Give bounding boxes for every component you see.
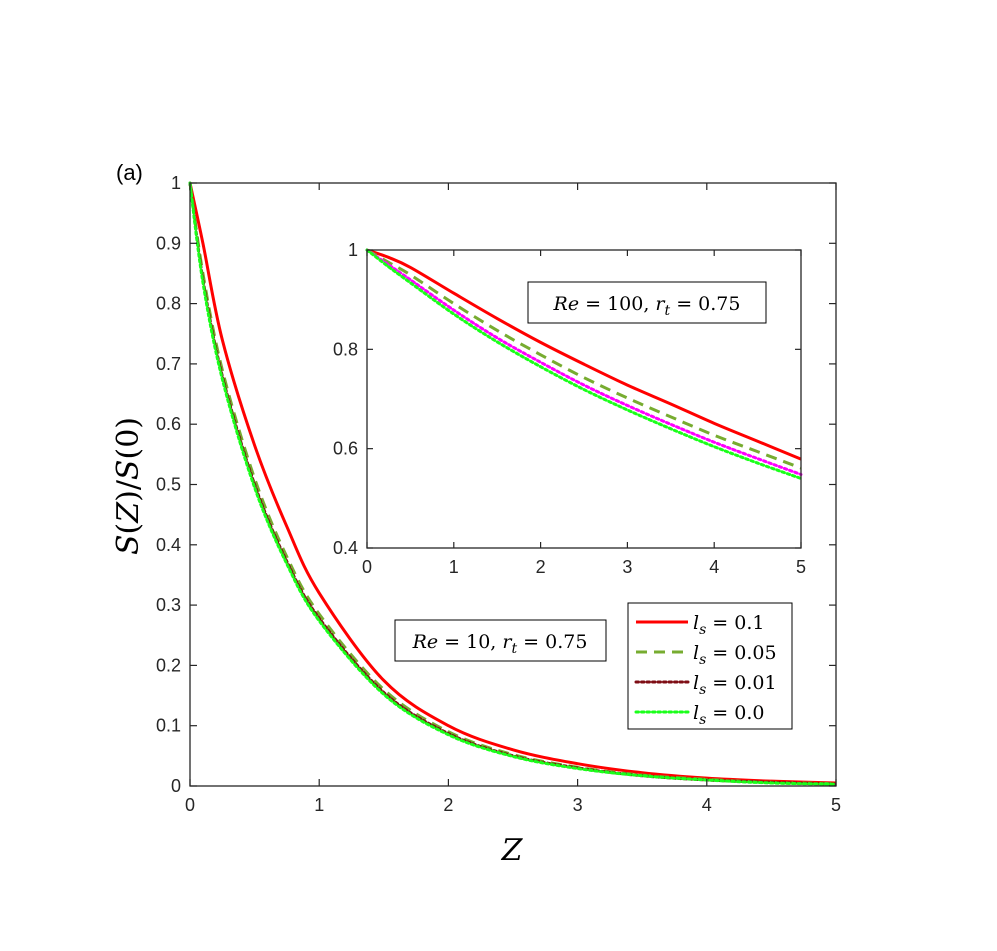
main-y-tick-label: 0.9 (156, 233, 181, 253)
main-series-line-1 (188, 182, 837, 786)
inset-axes-frame (366, 249, 802, 549)
inset-x-tick-label: 5 (796, 557, 806, 577)
main-y-tick-label: 0.4 (156, 535, 181, 555)
inset-series-line-2 (365, 248, 803, 476)
inset-x-tick-label: 3 (622, 557, 632, 577)
inset-y-tick-label: 0.4 (333, 538, 358, 558)
main-annotation: Re = 10, rt = 0.75 (394, 619, 607, 662)
main-x-tick-label: 3 (573, 795, 583, 815)
main-annotation-text: Re = 10, rt = 0.75 (412, 631, 588, 657)
inset-series-line-3 (365, 248, 803, 480)
main-x-tick-label: 1 (314, 795, 324, 815)
main-x-tick-label: 2 (443, 795, 453, 815)
panel-label: (a) (116, 160, 143, 185)
inset-series-line-1 (366, 248, 802, 470)
main-y-tick-label: 0.3 (156, 595, 181, 615)
inset-x-tick-label: 2 (536, 557, 546, 577)
inset-x-tick-label: 4 (709, 557, 719, 577)
inset-y-tick-label: 0.6 (333, 439, 358, 459)
main-y-tick-label: 0.5 (156, 475, 181, 495)
legend-label-1: ls = 0.05 (693, 642, 777, 668)
main-y-tick-label: 0.6 (156, 414, 181, 434)
legend-label-3: ls = 0.0 (693, 702, 764, 728)
inset-y-tick-label: 1 (348, 240, 358, 260)
main-y-tick-label: 1 (171, 173, 181, 193)
main-x-tick-label: 0 (185, 795, 195, 815)
inset-x-tick-label: 0 (362, 557, 372, 577)
inset-y-tick-label: 0.8 (333, 339, 358, 359)
inset-series-group (365, 248, 803, 480)
inset-x-tick-label: 1 (449, 557, 459, 577)
legend-label-0: ls = 0.1 (693, 612, 764, 638)
legend: ls = 0.1 ls = 0.05 ls = 0.01 ls = 0.0 (627, 602, 793, 730)
main-y-tick-label: 0 (171, 776, 181, 796)
main-y-tick-label: 0.7 (156, 354, 181, 374)
inset-annotation: Re = 100, rt = 0.75 (527, 281, 767, 324)
main-series-group (188, 181, 838, 786)
main-series-line-3 (188, 181, 838, 786)
x-axis-label: Z (501, 833, 524, 868)
inset-annotation-box (527, 281, 767, 324)
main-x-tick-label: 4 (702, 795, 712, 815)
inset-annotation-text: Re = 100, rt = 0.75 (553, 293, 741, 319)
legend-box (627, 602, 793, 730)
main-x-tick-label: 5 (831, 795, 841, 815)
main-y-tick-label: 0.2 (156, 655, 181, 675)
main-annotation-box (394, 619, 607, 662)
main-y-tick-label: 0.8 (156, 294, 181, 314)
legend-label-2: ls = 0.01 (693, 672, 777, 698)
y-axis-label: S(Z)/S(0) (111, 417, 146, 555)
main-y-tick-label: 0.1 (156, 716, 181, 736)
inset-series-line-0 (366, 248, 802, 461)
